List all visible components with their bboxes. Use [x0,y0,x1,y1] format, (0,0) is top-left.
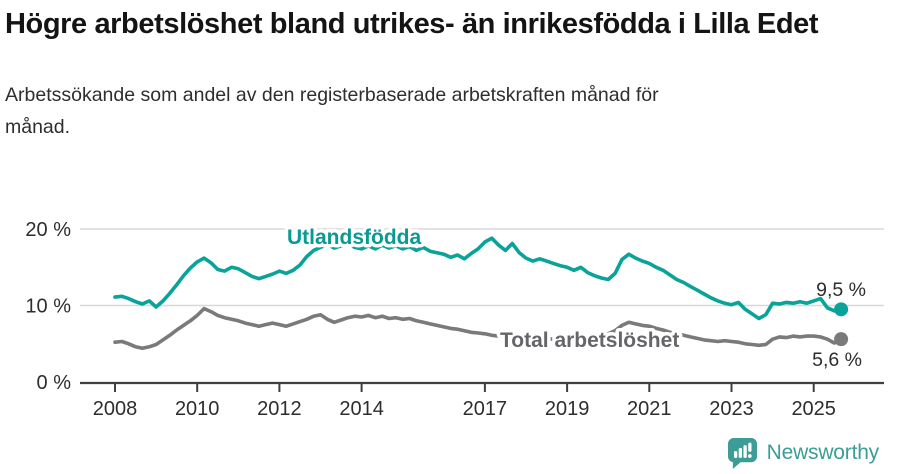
chart-title: Högre arbetslöshet bland utrikes- än inr… [5,8,819,40]
x-axis-label: 2017 [463,398,508,420]
series-label: Utlandsfödda [287,226,421,249]
y-axis-label: 0 % [37,372,72,394]
x-axis-label: 2019 [545,398,590,420]
chart-area: 2008 2010 2012 2014 2017 2019 2021 2023 2025 20 %… [0,200,900,440]
x-axis-label: 2010 [175,398,220,420]
y-axis-label: 10 % [25,296,71,318]
chart-svg: 2008 2010 2012 2014 2017 2019 2021 2023 2025 20 %… [25,219,884,420]
series-end-value: 5,6 % [812,349,862,371]
x-axis-label: 2023 [709,398,754,420]
series-end-value: 9,5 % [816,279,866,301]
brand-name: Newsworthy [766,441,880,464]
series-label: Total arbetslöshet [500,329,679,352]
x-axis-label: 2014 [339,398,384,420]
x-axis-label: 2025 [791,398,836,420]
series-end-dot [834,302,849,317]
series-line-utlandsfodda [113,236,843,321]
series-end-dot [834,332,849,347]
series-line-total [113,306,843,351]
y-axis-label: 20 % [25,219,71,241]
newsworthy-attribution[interactable]: Newsworthy [727,436,879,470]
chart-subtitle: Arbetssökande som andel av den registerb… [5,83,659,139]
newsworthy-logo-icon [727,437,757,469]
x-axis-label: 2008 [93,398,138,420]
x-axis-label: 2012 [257,398,302,420]
x-axis-label: 2021 [627,398,672,420]
